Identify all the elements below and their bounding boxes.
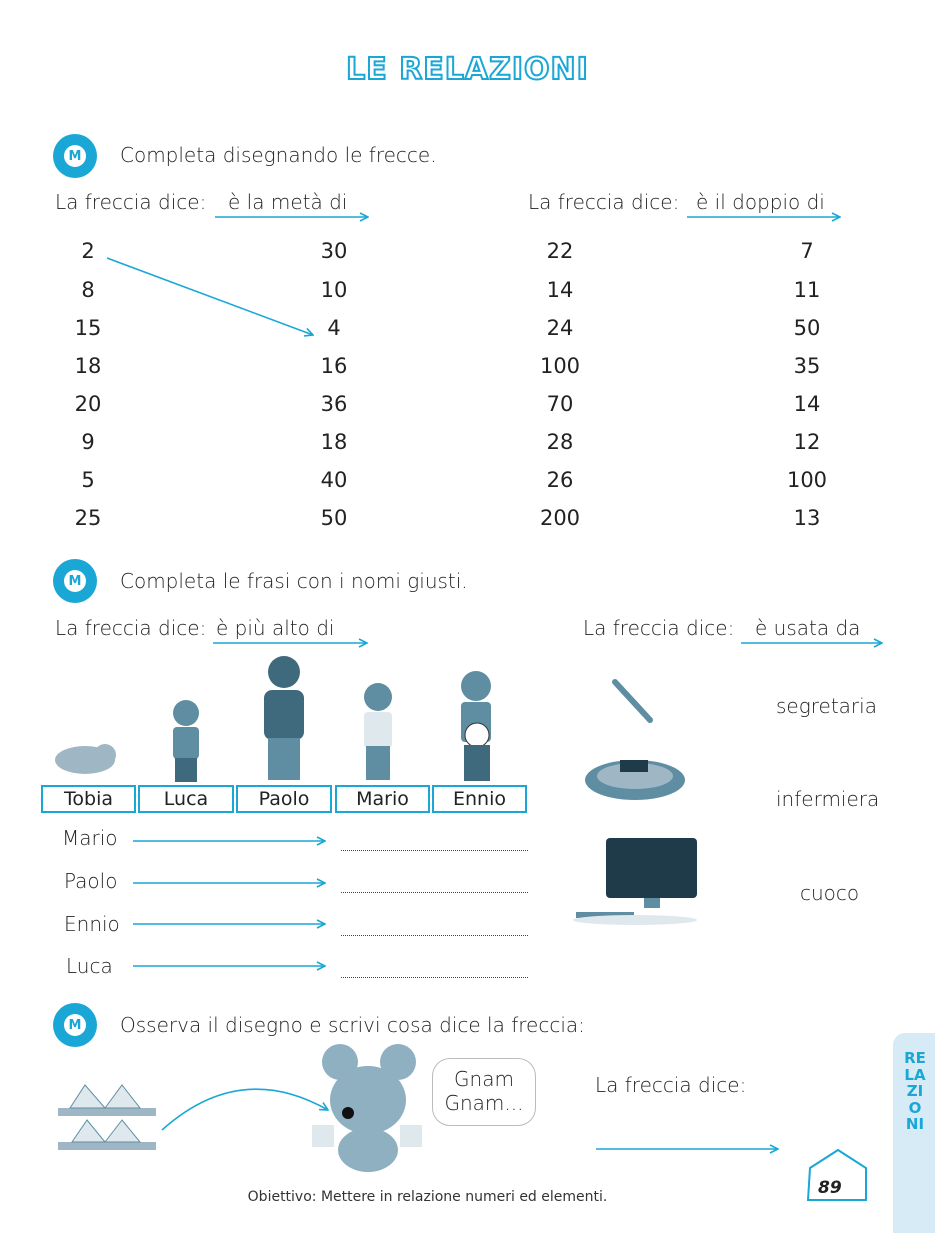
answer-line[interactable] (341, 977, 528, 978)
number-item[interactable]: 30 (320, 239, 348, 263)
person-label: segretaria (776, 694, 877, 718)
number-item[interactable]: 22 (546, 239, 574, 263)
name-box-tobia: Tobia (41, 785, 136, 813)
paolo-illustration (264, 656, 304, 780)
answer-line[interactable] (341, 935, 528, 936)
arrow-label: La freccia dice: (595, 1073, 747, 1097)
page-title: LE RELAZIONI (345, 51, 589, 88)
number-item[interactable]: 7 (800, 239, 814, 263)
arrow-label: La freccia dice: (528, 190, 680, 214)
spaghetti-plate-icon (585, 760, 685, 800)
relation-text: è la metà di (228, 190, 348, 214)
curved-arrow (161, 1088, 328, 1131)
ennio-illustration (461, 671, 491, 781)
number-item[interactable]: 70 (546, 392, 574, 416)
number-item[interactable]: 28 (546, 430, 574, 454)
mouse-illustration (312, 1044, 422, 1172)
number-item[interactable]: 11 (793, 278, 821, 302)
number-item[interactable]: 26 (546, 468, 574, 492)
number-item[interactable]: 10 (320, 278, 348, 302)
instruction-1: Completa disegnando le frecce. (120, 143, 437, 167)
number-item[interactable]: 13 (793, 506, 821, 530)
relation-text: è più alto di (216, 616, 335, 640)
number-item[interactable]: 5 (81, 468, 95, 492)
number-item[interactable]: 40 (320, 468, 348, 492)
side-tab (893, 1033, 935, 1233)
person-label: infermiera (776, 787, 880, 811)
side-tab-label: RELAZIONI (904, 1049, 926, 1133)
number-item[interactable]: 16 (320, 354, 348, 378)
number-item[interactable]: 20 (74, 392, 102, 416)
number-item[interactable]: 9 (81, 430, 95, 454)
computer-icon (573, 838, 697, 925)
number-item[interactable]: 35 (793, 354, 821, 378)
cat-illustration (55, 744, 116, 774)
person-label: cuoco (800, 881, 860, 905)
speech-bubble: Gnam Gnam... (432, 1058, 536, 1126)
number-item[interactable]: 8 (81, 278, 95, 302)
name-box-mario: Mario (335, 785, 430, 813)
name-box-paolo: Paolo (236, 785, 332, 813)
number-item[interactable]: 100 (539, 354, 581, 378)
number-item[interactable]: 4 (327, 316, 341, 340)
arrow-label: La freccia dice: (583, 616, 735, 640)
number-item[interactable]: 200 (539, 506, 581, 530)
number-item[interactable]: 25 (74, 506, 102, 530)
arrow-label: La freccia dice: (55, 190, 207, 214)
number-item[interactable]: 18 (320, 430, 348, 454)
row-name: Luca (66, 954, 113, 978)
objective-text: Obiettivo: Mettere in relazione numeri e… (247, 1189, 608, 1205)
number-item[interactable]: 36 (320, 392, 348, 416)
number-item[interactable]: 100 (786, 468, 828, 492)
exercise-icon: M (53, 1003, 97, 1047)
page-number: 89 (818, 1178, 842, 1198)
number-item[interactable]: 12 (793, 430, 821, 454)
row-name: Ennio (64, 912, 120, 936)
name-box-ennio: Ennio (432, 785, 527, 813)
answer-line[interactable] (341, 892, 528, 893)
arrow-label: La freccia dice: (55, 616, 207, 640)
number-item[interactable]: 2 (81, 239, 95, 263)
house-icon (806, 1148, 867, 1201)
mario-illustration (364, 683, 392, 780)
number-item[interactable]: 18 (74, 354, 102, 378)
number-item[interactable]: 50 (793, 316, 821, 340)
instruction-2: Completa le frasi con i nomi giusti. (120, 569, 468, 593)
exercise-icon: M (53, 559, 97, 603)
number-item[interactable]: 15 (74, 316, 102, 340)
instruction-3: Osserva il disegno e scrivi cosa dice la… (120, 1013, 585, 1037)
relation-text: è il doppio di (696, 190, 825, 214)
syringe-icon (612, 679, 653, 723)
number-item[interactable]: 24 (546, 316, 574, 340)
row-name: Mario (62, 826, 118, 850)
name-box-luca: Luca (138, 785, 234, 813)
example-arrow (106, 257, 313, 335)
number-item[interactable]: 14 (546, 278, 574, 302)
luca-illustration (173, 700, 199, 782)
number-item[interactable]: 14 (793, 392, 821, 416)
exercise-icon: M (53, 134, 97, 178)
row-name: Paolo (64, 869, 118, 893)
relation-text: è usata da (755, 616, 861, 640)
answer-line[interactable] (341, 850, 528, 851)
number-item[interactable]: 50 (320, 506, 348, 530)
cheese-plates-illustration (58, 1084, 156, 1150)
